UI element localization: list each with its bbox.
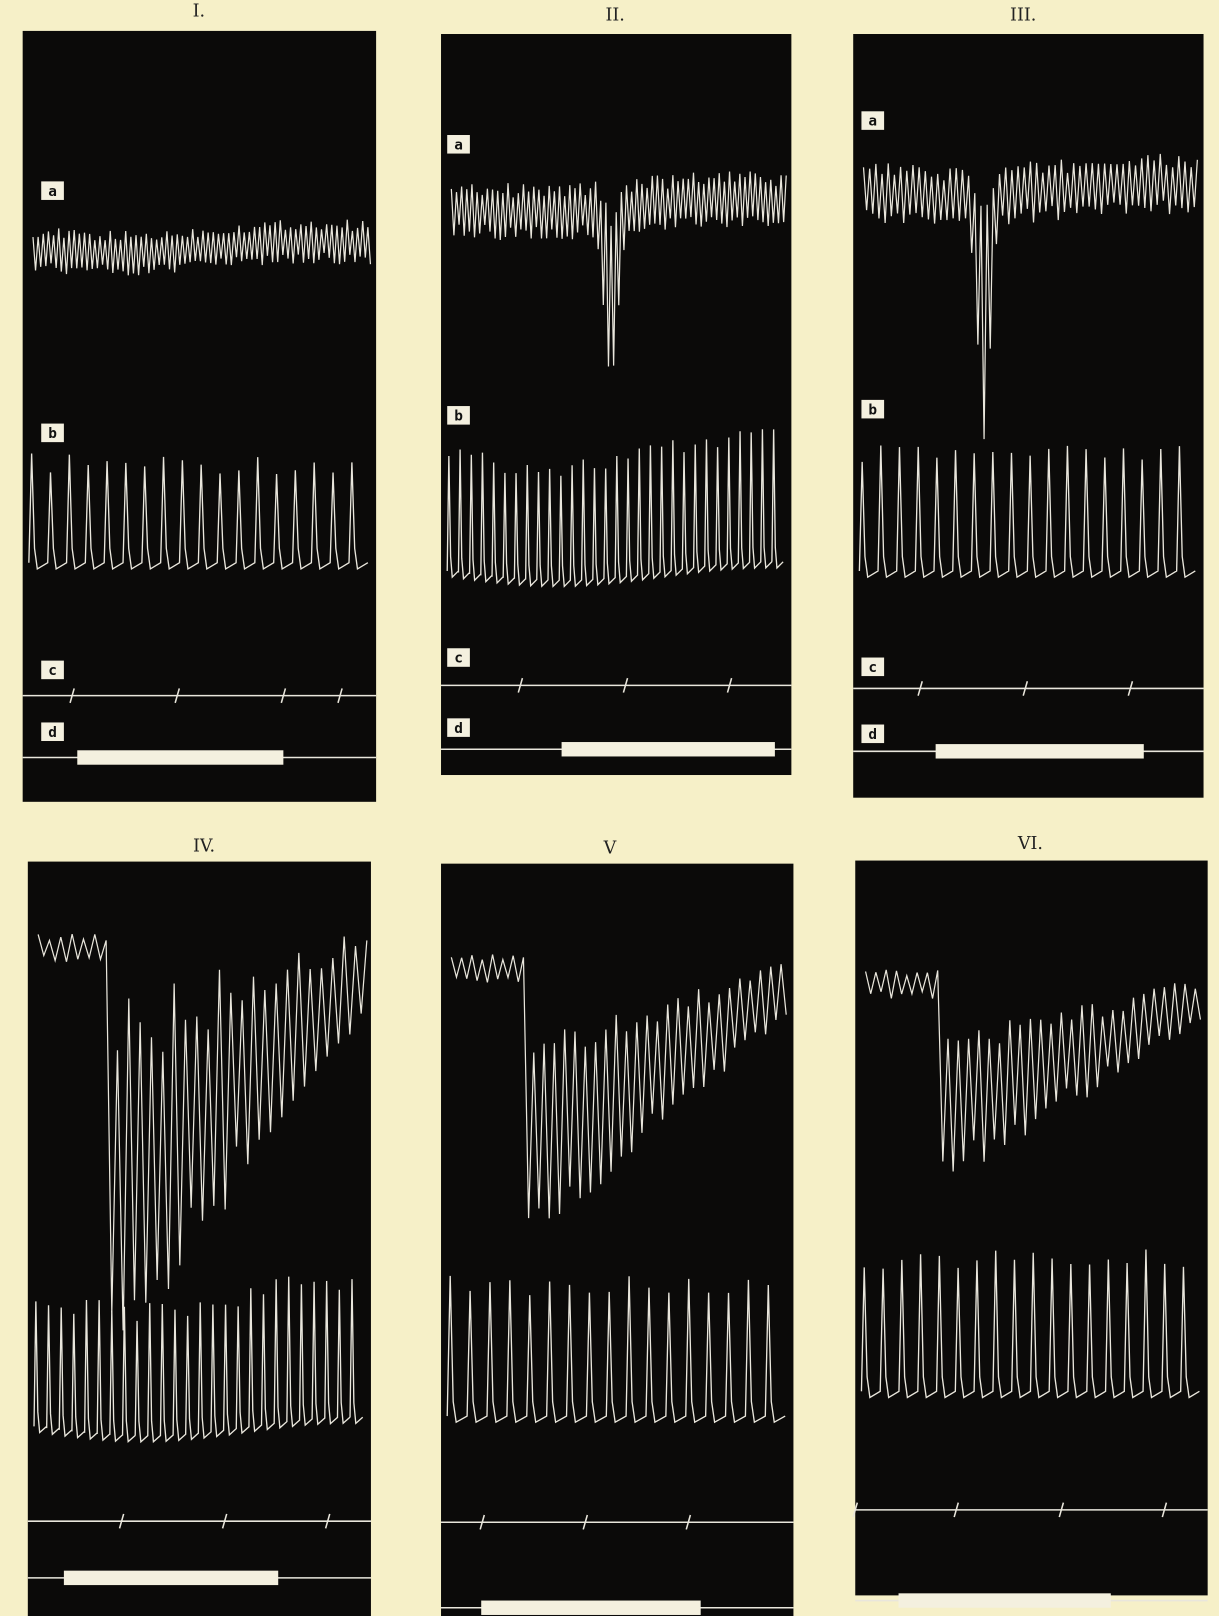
panel: IV. — [28, 836, 371, 1616]
panel: I. a b c d — [23, 1, 376, 801]
trace-label: c — [454, 651, 463, 667]
panel-title: II. — [605, 6, 624, 26]
trace-label: a — [454, 137, 463, 153]
panel: III. a b c d — [853, 6, 1203, 798]
panel-title: I. — [193, 1, 205, 21]
trace-label: c — [868, 660, 877, 676]
panel: II. a b c d — [441, 6, 791, 775]
tracing-background — [855, 861, 1207, 1596]
panel: V — [441, 838, 793, 1616]
trace-label: b — [868, 402, 877, 418]
panel-title: IV. — [193, 836, 215, 856]
tracing-background — [441, 34, 791, 775]
trace-label: d — [454, 721, 463, 737]
trace-label: d — [868, 727, 877, 743]
tracing-background — [28, 862, 371, 1616]
trace-label: c — [48, 663, 57, 679]
stimulus-bar — [562, 742, 775, 756]
panel: VI. — [853, 834, 1207, 1608]
plate: I. a b c d II. a b c d III. a b c d IV. V VI. — [0, 0, 1219, 1616]
panel-title: V — [603, 838, 617, 858]
panel-title: VI. — [1017, 834, 1043, 854]
stimulus-bar — [64, 1571, 278, 1585]
trace-label: b — [454, 408, 463, 424]
tracing-background — [441, 864, 793, 1616]
trace-label: a — [48, 184, 57, 200]
stimulus-bar — [936, 744, 1144, 758]
panel-title: III. — [1010, 6, 1036, 26]
tracing-background — [853, 34, 1203, 798]
stimulus-bar — [899, 1593, 1111, 1607]
stimulus-bar — [77, 750, 283, 764]
tracing-background — [23, 31, 376, 802]
stimulus-bar — [481, 1601, 700, 1615]
trace-label: a — [868, 114, 877, 130]
trace-label: b — [48, 426, 57, 442]
trace-label: d — [48, 725, 57, 741]
